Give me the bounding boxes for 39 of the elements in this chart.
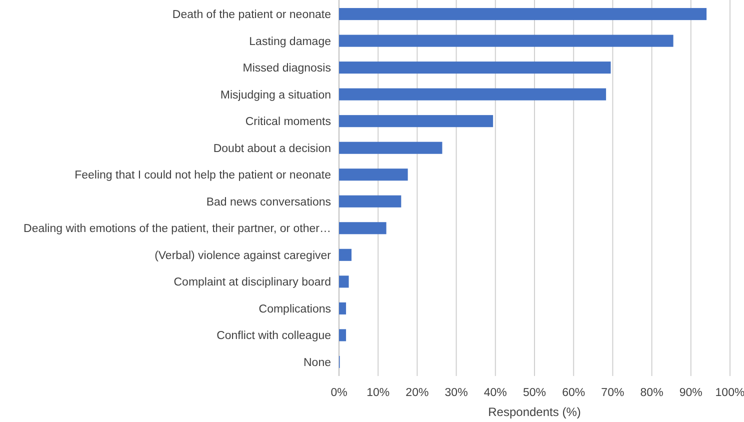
x-tick-label: 0% — [330, 387, 348, 399]
x-tick-label: 70% — [601, 387, 624, 399]
y-tick-label: (Verbal) violence against caregiver — [154, 250, 332, 262]
bar — [339, 276, 349, 288]
bar — [339, 248, 352, 261]
y-tick-label: Conflict with colleague — [216, 330, 331, 342]
bar — [339, 62, 611, 74]
y-tick-label: None — [304, 356, 331, 369]
bar — [339, 115, 494, 128]
y-tick-label: Complaint at disciplinary board — [174, 276, 331, 289]
x-tick-label: 100% — [715, 387, 744, 399]
bar — [339, 8, 707, 20]
bar — [339, 195, 402, 208]
x-tick-label: 30% — [444, 387, 468, 399]
bar — [339, 88, 606, 100]
bar — [339, 168, 408, 181]
y-tick-label: Missed diagnosis — [242, 62, 332, 75]
y-tick-label: Feeling that I could not help the patient or neonate — [74, 170, 331, 182]
y-tick-label: Bad news conversations — [206, 196, 332, 208]
bar — [339, 222, 386, 234]
x-tick-label: 80% — [640, 387, 664, 399]
bar — [339, 302, 346, 314]
x-tick-label: 50% — [522, 387, 546, 399]
x-tick-label: 60% — [562, 387, 586, 399]
bar — [339, 34, 674, 47]
x-axis-title: Respondents (%) — [488, 405, 581, 419]
x-tick-label: 20% — [406, 387, 429, 399]
x-tick-label: 90% — [679, 387, 702, 399]
bar — [339, 329, 346, 342]
y-tick-label: Dealing with emotions of the patient, their partner, or other… — [24, 223, 331, 236]
y-tick-label: Death of the patient or neonate — [172, 9, 331, 22]
bar — [339, 142, 442, 154]
y-tick-label: Lasting damage — [249, 36, 331, 48]
x-tick-label: 10% — [366, 387, 390, 399]
y-tick-label: Critical moments — [245, 116, 332, 128]
y-tick-label: Doubt about a decision — [213, 142, 331, 155]
y-tick-label: Misjudging a situation — [220, 89, 331, 102]
x-tick-label: 40% — [484, 387, 507, 399]
y-tick-label: Complications — [258, 303, 332, 316]
